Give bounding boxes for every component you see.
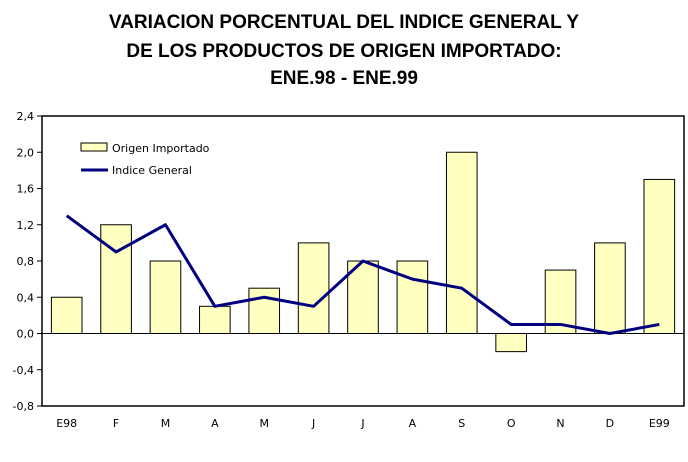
x-tick-label: J	[311, 417, 315, 430]
chart-title-line-1: VARIACION PORCENTUAL DEL INDICE GENERAL …	[108, 12, 580, 33]
x-tick-label: J	[360, 417, 364, 430]
x-tick-label: N	[556, 417, 564, 430]
y-tick-label: 2,4	[17, 110, 35, 123]
x-tick-label: E99	[649, 417, 670, 430]
chart-title-line-2: DE LOS PRODUCTOS DE ORIGEN IMPORTADO:	[126, 41, 562, 62]
legend-label-indice-general: Indice General	[112, 164, 192, 177]
bar-origen-importado	[544, 269, 577, 334]
x-tick-label: A	[409, 417, 417, 430]
bar-origen-importado	[396, 260, 429, 334]
bar-origen-importado	[149, 260, 182, 334]
bar-origen-importado	[347, 260, 379, 334]
y-tick-label: 0,4	[17, 291, 35, 304]
x-tick-label: M	[161, 417, 171, 430]
y-tick-label: 2,0	[17, 146, 35, 159]
bar-origen-importado	[643, 178, 676, 334]
y-tick-label: -0,4	[13, 364, 34, 377]
x-tick-label: S	[458, 417, 465, 430]
bar-origen-importado	[594, 242, 626, 334]
chart-title-line-3: ENE.98 - ENE.99	[270, 68, 418, 89]
y-tick-label: 1,2	[17, 219, 35, 232]
bar-origen-importado	[297, 242, 330, 334]
bar-origen-importado	[100, 224, 132, 334]
x-tick-label: F	[113, 417, 119, 430]
bar-origen-importado	[199, 305, 231, 334]
y-tick-label: 0,0	[17, 328, 35, 341]
legend: Origen Importado Indice General	[80, 142, 210, 177]
y-tick-label: 1,6	[17, 183, 35, 196]
x-tick-label: A	[211, 417, 219, 430]
legend-label-origen-importado: Origen Importado	[112, 142, 210, 155]
x-tick-label: D	[606, 417, 614, 430]
bar-origen-importado	[445, 151, 478, 334]
bar-origen-importado	[248, 287, 281, 334]
y-tick-label: -0,8	[13, 400, 34, 413]
x-tick-label: E98	[56, 417, 77, 430]
bar-origen-importado	[495, 333, 527, 353]
legend-swatch-origen-importado	[80, 142, 108, 152]
x-tick-label: O	[507, 417, 516, 430]
y-tick-label: 0,8	[17, 255, 35, 268]
bar-origen-importado	[50, 296, 83, 334]
x-tick-label: M	[259, 417, 269, 430]
